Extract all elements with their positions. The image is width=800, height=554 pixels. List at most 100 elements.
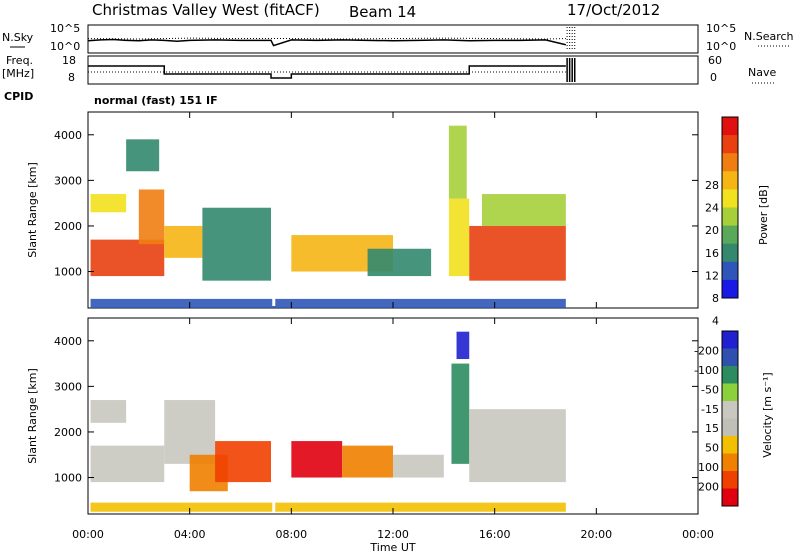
data-region-12 <box>448 125 467 199</box>
data-region-10 <box>90 502 566 512</box>
frequency-lines <box>88 58 576 82</box>
data-region-8 <box>451 363 470 464</box>
noise-lines <box>87 27 576 51</box>
ytick-label: 4000 <box>54 129 82 142</box>
freq-left-tick-top: 18 <box>62 54 76 67</box>
power-cbar-swatch <box>722 243 738 263</box>
data-region-7 <box>393 454 444 478</box>
beam-title: Beam 14 <box>349 3 416 21</box>
freq-label-2: [MHz] <box>2 67 34 80</box>
power-cbar-tick: 20 <box>705 224 719 237</box>
velocity-cbar-swatch <box>722 436 738 454</box>
velocity-heatmap <box>90 320 566 512</box>
ytick-label: 4000 <box>54 335 82 348</box>
date-title: 17/Oct/2012 <box>567 1 660 19</box>
freq-left-tick-bottom: 8 <box>68 71 75 84</box>
data-gap <box>272 320 276 512</box>
ytick-label: 3000 <box>54 380 82 393</box>
nave-label: Nave <box>748 66 776 79</box>
noise-right-tick-top: 10^5 <box>706 22 736 35</box>
data-region-5 <box>126 139 160 172</box>
velocity-colorbar: -200 -100 -50 -15 15 50 100 200 <box>694 330 739 507</box>
velocity-ylabel: Slant Range [km] <box>26 368 39 464</box>
freq-panel-frame <box>87 55 699 85</box>
velocity-cbar-swatch <box>722 366 738 384</box>
power-cbar-swatch <box>722 153 738 172</box>
ytick-label: 2000 <box>54 426 82 439</box>
power-cbar-swatch <box>722 261 738 281</box>
freq-right-tick-bottom: 0 <box>710 71 717 84</box>
data-region-11 <box>90 298 566 308</box>
power-cbar-frame <box>721 116 739 299</box>
nsearch-label: N.Search <box>744 30 794 43</box>
xtick-label: 00:00 <box>682 528 714 541</box>
ytick-label: 3000 <box>54 174 82 187</box>
ytick-label: 2000 <box>54 220 82 233</box>
velocity-cbar-swatch <box>722 383 738 402</box>
data-region-6 <box>342 445 393 478</box>
power-cbar-swatch <box>722 279 738 299</box>
power-cbar-swatch <box>722 207 738 227</box>
xtick-label: 12:00 <box>377 528 409 541</box>
velocity-cbar-swatch <box>722 418 738 437</box>
velocity-cbar-tick: 100 <box>698 461 719 474</box>
velocity-cbar-tick: -100 <box>694 364 719 377</box>
freq-label-1: Freq. <box>6 54 33 67</box>
cpid-label: CPID <box>4 90 33 103</box>
data-region-11 <box>456 331 470 360</box>
data-gap <box>272 114 276 306</box>
data-region-2 <box>164 400 216 464</box>
power-heatmap <box>90 114 566 308</box>
station-title: Christmas Valley West (fitACF) <box>92 1 320 19</box>
noise-panel-frame <box>87 24 699 54</box>
xtick-label: 04:00 <box>174 528 206 541</box>
xtick-label: 00:00 <box>72 528 104 541</box>
noise-right-tick-bottom: 10^0 <box>706 40 736 53</box>
xtick-label: 08:00 <box>275 528 307 541</box>
data-region-3 <box>164 225 203 258</box>
data-region-0 <box>90 445 165 483</box>
freq-series-0 <box>88 65 566 79</box>
power-cbar-swatch <box>722 135 738 154</box>
noise-series-1 <box>87 37 566 40</box>
velocity-cbar-tick: 50 <box>705 442 719 455</box>
velocity-cbar-swatch <box>722 401 738 419</box>
velocity-cbar-tick: 200 <box>698 481 719 494</box>
power-cbar-swatch <box>722 117 738 136</box>
ytick-label: 1000 <box>54 266 82 279</box>
data-region-2 <box>138 189 165 245</box>
velocity-cbar-swatch <box>722 331 738 349</box>
noise-left-tick-bottom: 10^0 <box>50 40 80 53</box>
data-region-1 <box>90 194 127 213</box>
power-cbar-tick: 12 <box>705 269 719 282</box>
power-cbar-tick: 16 <box>705 247 719 260</box>
axes-ticks: 1000 2000 3000 4000 1000 2000 3000 4000 00:00 04:… <box>54 112 714 541</box>
data-region-8 <box>448 198 470 277</box>
xaxis-label: Time UT <box>369 541 415 554</box>
power-cbar-tick: 24 <box>705 202 719 215</box>
velocity-cbar-tick: -15 <box>701 403 719 416</box>
power-panel-frame <box>87 111 699 309</box>
power-cbar-tick: 4 <box>712 315 719 328</box>
power-cbar-swatch <box>722 171 738 190</box>
power-ylabel: Slant Range [km] <box>26 162 39 258</box>
velocity-cbar-swatch <box>722 453 738 472</box>
xtick-label: 20:00 <box>580 528 612 541</box>
velocity-cbar-swatch <box>722 471 738 489</box>
data-region-7 <box>367 248 432 277</box>
velocity-cbar-tick: 15 <box>705 422 719 435</box>
power-cbar-swatch <box>722 225 738 245</box>
velocity-colorbar-label: Velocity [m s⁻¹] <box>761 372 774 457</box>
data-region-4 <box>215 441 271 483</box>
data-region-0 <box>90 239 165 277</box>
velocity-cbar-frame <box>721 330 739 507</box>
power-colorbar: 4 8 12 16 20 24 28 <box>705 116 739 328</box>
velocity-cbar-swatch <box>722 348 738 367</box>
nsky-label: N.Sky <box>2 31 34 44</box>
data-region-9 <box>469 225 566 281</box>
cpid-value: normal (fast) 151 IF <box>94 94 218 107</box>
power-cbar-tick: 8 <box>712 292 719 305</box>
data-region-9 <box>469 409 566 483</box>
power-cbar-tick: 28 <box>705 179 719 192</box>
